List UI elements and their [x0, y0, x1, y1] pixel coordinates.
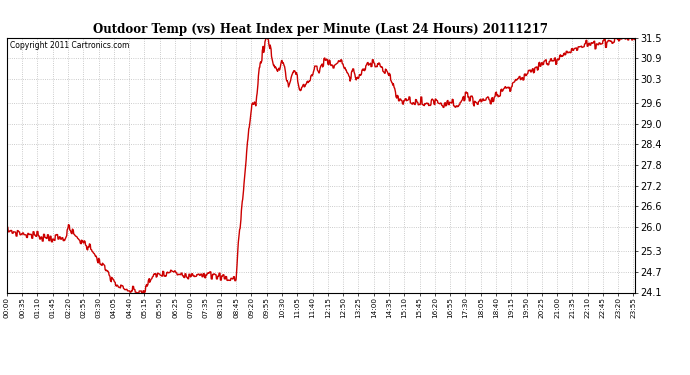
Title: Outdoor Temp (vs) Heat Index per Minute (Last 24 Hours) 20111217: Outdoor Temp (vs) Heat Index per Minute … — [93, 23, 549, 36]
Text: Copyright 2011 Cartronics.com: Copyright 2011 Cartronics.com — [10, 41, 130, 50]
